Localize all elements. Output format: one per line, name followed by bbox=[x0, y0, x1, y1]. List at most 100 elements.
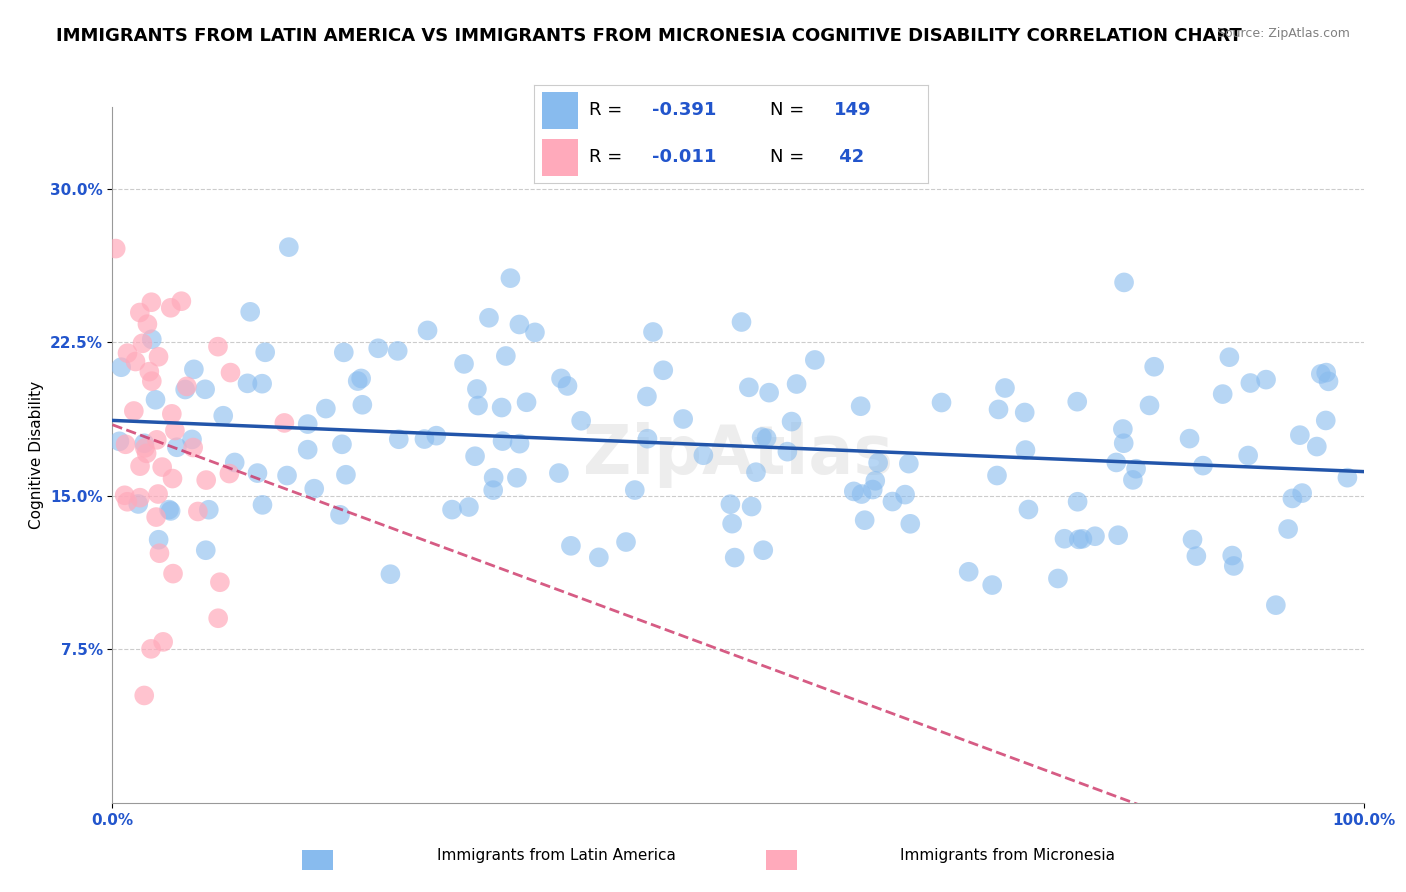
Point bbox=[163, 424, 186, 438]
Point bbox=[1317, 375, 1340, 389]
Point bbox=[981, 578, 1004, 592]
Point bbox=[1112, 436, 1135, 450]
Point bbox=[548, 466, 571, 480]
Point bbox=[738, 380, 761, 394]
Text: R =: R = bbox=[589, 102, 628, 120]
Point bbox=[277, 240, 299, 254]
Point bbox=[1053, 532, 1076, 546]
Point bbox=[1223, 558, 1246, 573]
Point bbox=[425, 428, 447, 442]
Point bbox=[250, 376, 273, 391]
Point bbox=[1014, 443, 1036, 458]
Point bbox=[110, 360, 132, 375]
Point bbox=[957, 565, 980, 579]
Point bbox=[136, 317, 159, 331]
Point bbox=[1281, 491, 1303, 506]
Y-axis label: Cognitive Disability: Cognitive Disability bbox=[30, 381, 44, 529]
Point bbox=[882, 494, 904, 508]
Point bbox=[730, 315, 752, 329]
Point bbox=[122, 404, 145, 418]
Point bbox=[145, 392, 167, 407]
Text: ZipAtlas: ZipAtlas bbox=[583, 422, 893, 488]
Point bbox=[441, 502, 464, 516]
Point bbox=[550, 371, 572, 385]
Point bbox=[387, 343, 409, 358]
Point bbox=[1277, 522, 1299, 536]
Point bbox=[148, 533, 170, 547]
Text: 149: 149 bbox=[834, 102, 870, 120]
Point bbox=[139, 641, 162, 656]
Point bbox=[194, 543, 217, 558]
Point bbox=[219, 366, 242, 380]
Point bbox=[623, 483, 645, 497]
Point bbox=[134, 441, 156, 455]
Point bbox=[1071, 532, 1094, 546]
Point bbox=[1237, 449, 1260, 463]
Point bbox=[588, 550, 610, 565]
Point bbox=[786, 377, 808, 392]
Point bbox=[208, 575, 231, 590]
Point bbox=[131, 336, 153, 351]
Point bbox=[145, 510, 167, 524]
Point bbox=[315, 401, 337, 416]
Point bbox=[302, 482, 325, 496]
Point bbox=[636, 390, 658, 404]
Point bbox=[614, 535, 637, 549]
Text: Source: ZipAtlas.com: Source: ZipAtlas.com bbox=[1216, 27, 1350, 40]
Point bbox=[1181, 533, 1204, 547]
Point bbox=[181, 441, 204, 455]
Point bbox=[804, 353, 827, 368]
Point bbox=[741, 500, 763, 514]
Point bbox=[1067, 533, 1090, 547]
Point bbox=[509, 436, 531, 450]
Point bbox=[994, 381, 1017, 395]
Point bbox=[1306, 440, 1329, 454]
Point bbox=[141, 374, 163, 388]
Point bbox=[1046, 572, 1069, 586]
Point bbox=[128, 305, 150, 319]
Point bbox=[1220, 549, 1243, 563]
Point bbox=[124, 354, 146, 368]
Point bbox=[166, 440, 188, 454]
Point bbox=[297, 442, 319, 457]
Point bbox=[752, 543, 775, 558]
Point bbox=[453, 357, 475, 371]
Point bbox=[1192, 458, 1215, 473]
Point bbox=[652, 363, 675, 377]
Point bbox=[114, 437, 136, 451]
Point bbox=[1139, 399, 1161, 413]
Point bbox=[868, 456, 890, 470]
Point bbox=[464, 449, 486, 463]
Point bbox=[246, 466, 269, 480]
Point bbox=[842, 484, 865, 499]
Point bbox=[297, 417, 319, 431]
Point bbox=[194, 382, 217, 396]
Bar bbox=[543, 92, 578, 129]
Point bbox=[515, 395, 537, 409]
Point bbox=[108, 434, 131, 449]
Point bbox=[755, 431, 778, 445]
Point bbox=[134, 689, 156, 703]
Point bbox=[388, 432, 411, 446]
Point bbox=[560, 539, 582, 553]
Point bbox=[1084, 529, 1107, 543]
Point bbox=[780, 415, 803, 429]
Point bbox=[1178, 432, 1201, 446]
Text: -0.391: -0.391 bbox=[652, 102, 717, 120]
Point bbox=[159, 301, 181, 315]
Text: IMMIGRANTS FROM LATIN AMERICA VS IMMIGRANTS FROM MICRONESIA COGNITIVE DISABILITY: IMMIGRANTS FROM LATIN AMERICA VS IMMIGRA… bbox=[56, 27, 1241, 45]
Point bbox=[146, 433, 169, 447]
Point bbox=[162, 471, 184, 485]
Point bbox=[127, 497, 149, 511]
Point bbox=[212, 409, 235, 423]
Point bbox=[692, 448, 714, 462]
Point bbox=[641, 325, 664, 339]
Point bbox=[724, 550, 747, 565]
Point bbox=[849, 399, 872, 413]
Point bbox=[721, 516, 744, 531]
Point bbox=[416, 323, 439, 337]
Point bbox=[986, 468, 1008, 483]
Point bbox=[160, 407, 183, 421]
Point bbox=[162, 566, 184, 581]
Point bbox=[218, 467, 240, 481]
